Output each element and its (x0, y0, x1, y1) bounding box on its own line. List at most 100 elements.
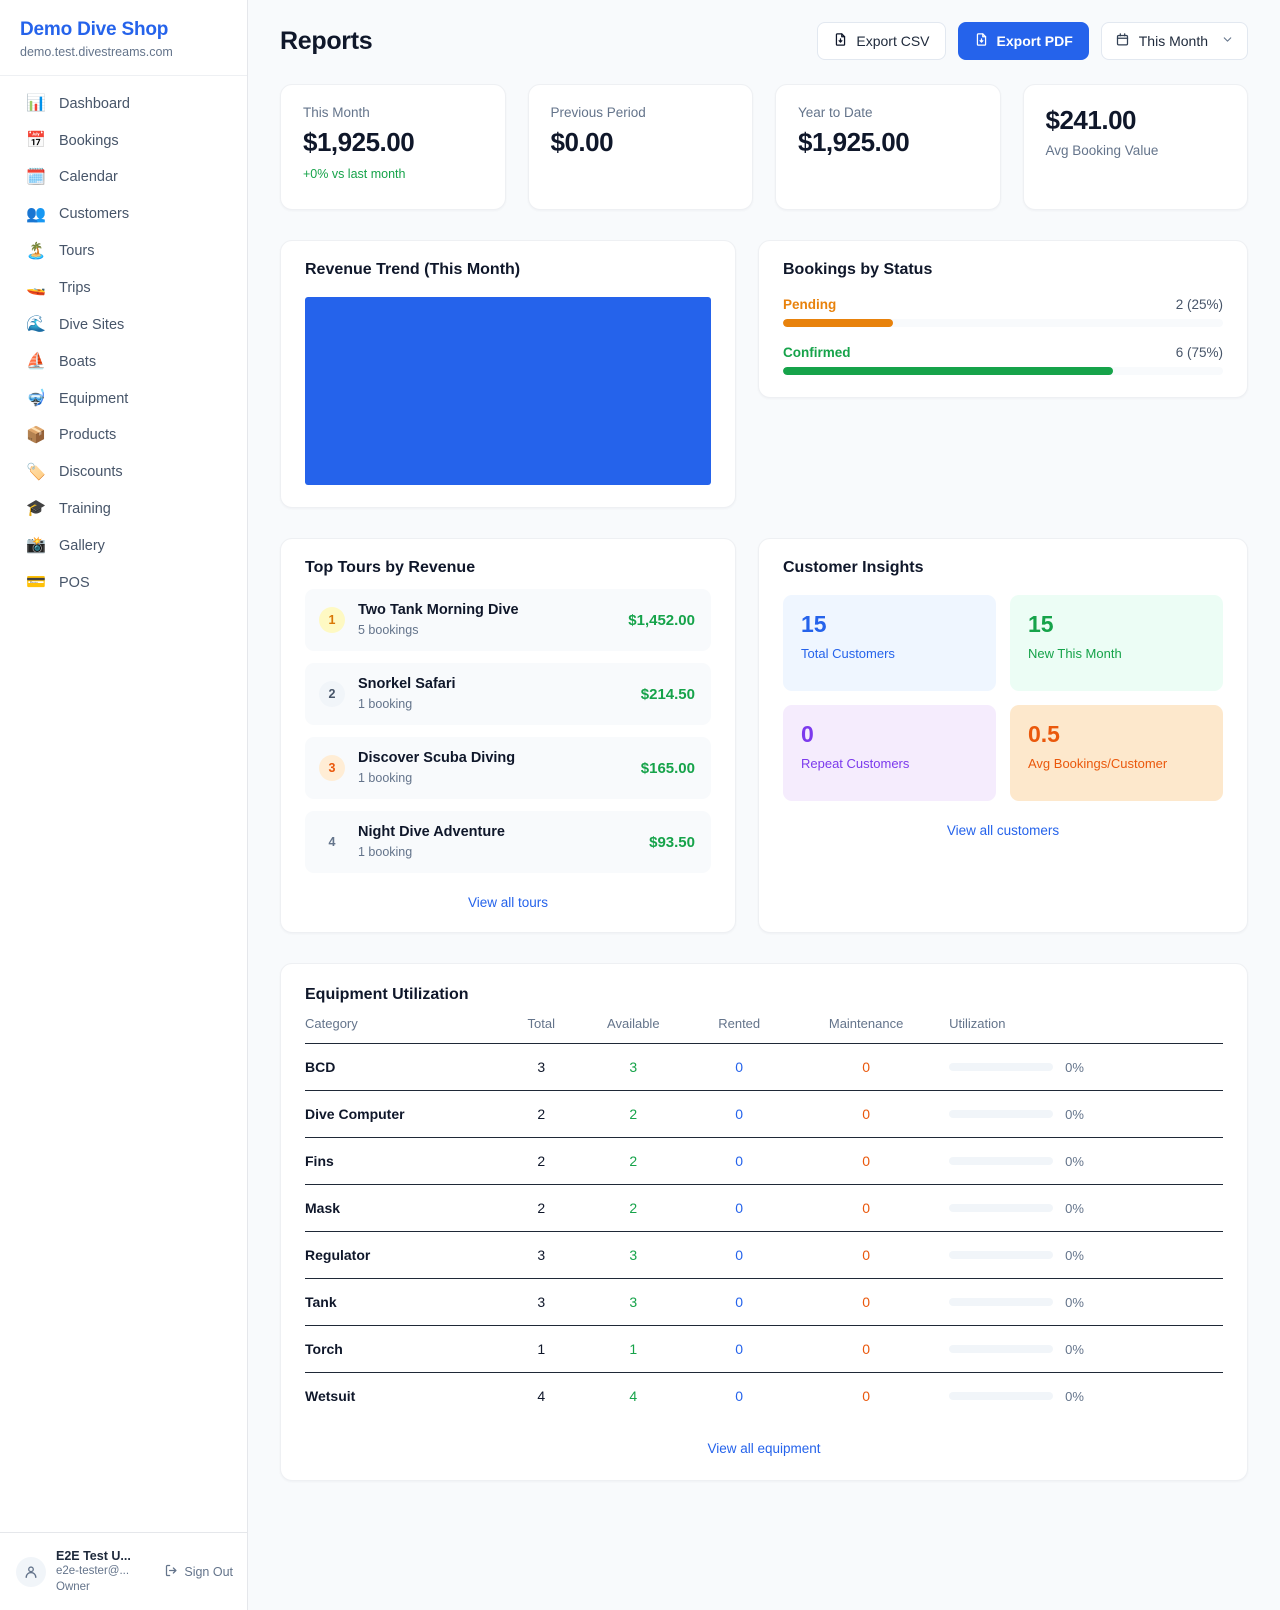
people-icon: 👥 (26, 205, 46, 223)
sidebar-item-equipment[interactable]: 🤿 Equipment (0, 381, 247, 418)
list-item[interactable]: 3 Discover Scuba Diving 1 booking $165.00 (305, 737, 711, 799)
file-download-icon (833, 32, 848, 50)
utilization-wrap: 0% (949, 1060, 1215, 1075)
cell-category: Fins (305, 1137, 512, 1185)
detail-row: Top Tours by Revenue 1 Two Tank Morning D… (280, 538, 1248, 933)
sign-out-button[interactable]: Sign Out (164, 1563, 233, 1581)
cell-rented: 0 (695, 1043, 792, 1091)
view-all-customers-link[interactable]: View all customers (946, 823, 1060, 838)
user-box: E2E Test U... e2e-tester@... Owner Sign … (0, 1532, 247, 1610)
table-row: Regulator 3 3 0 0 0% (305, 1231, 1223, 1279)
package-icon: 📦 (26, 426, 46, 444)
file-download-icon (974, 32, 989, 50)
tour-meta: Two Tank Morning Dive 5 bookings (358, 601, 615, 639)
cell-category: Mask (305, 1184, 512, 1232)
utilization-wrap: 0% (949, 1389, 1215, 1404)
table-row: Fins 2 2 0 0 0% (305, 1137, 1223, 1185)
view-all-equipment-link[interactable]: View all equipment (707, 1441, 821, 1456)
view-all-tours-link[interactable]: View all tours (467, 895, 549, 910)
insight-card: 15 Total Customers (783, 595, 996, 691)
cell-maintenance: 0 (791, 1090, 950, 1138)
cell-total: 4 (511, 1372, 580, 1419)
export-pdf-button[interactable]: Export PDF (957, 22, 1089, 60)
sidebar-item-tours[interactable]: 🏝️ Tours (0, 233, 247, 270)
insight-label: New This Month (1028, 646, 1122, 662)
status-name: Pending (783, 297, 837, 312)
sidebar-item-dashboard[interactable]: 📊 Dashboard (0, 86, 247, 123)
sidebar-item-label: Boats (59, 353, 97, 370)
cell-rented: 0 (695, 1184, 792, 1232)
table-row: Mask 2 2 0 0 0% (305, 1184, 1223, 1232)
list-item[interactable]: 4 Night Dive Adventure 1 booking $93.50 (305, 811, 711, 873)
column-header: Available (607, 1016, 660, 1031)
stat-card: Previous Period $0.00 (527, 84, 753, 210)
sidebar-item-customers[interactable]: 👥 Customers (0, 196, 247, 233)
sidebar-item-pos[interactable]: 💳 POS (0, 565, 247, 602)
brand-domain: demo.test.divestreams.com (20, 44, 173, 59)
cell-maintenance: 0 (791, 1278, 950, 1326)
table-row: Wetsuit 4 4 0 0 0% (305, 1372, 1223, 1419)
sidebar-item-label: Calendar (59, 169, 118, 186)
insight-label: Avg Bookings/Customer (1028, 756, 1168, 772)
cell-utilization: 0% (949, 1278, 1223, 1326)
utilization-percent: 0% (1065, 1200, 1084, 1216)
sidebar-item-boats[interactable]: ⛵ Boats (0, 344, 247, 381)
cell-maintenance: 0 (791, 1137, 950, 1185)
camera-icon: 📸 (26, 537, 46, 555)
cell-available: 2 (579, 1184, 696, 1232)
cell-maintenance: 0 (791, 1043, 950, 1091)
brand-block[interactable]: Demo Dive Shop demo.test.divestreams.com (0, 0, 247, 76)
credit-card-icon: 💳 (26, 574, 46, 592)
tour-name: Night Dive Adventure (358, 823, 505, 840)
utilization-percent: 0% (1065, 1059, 1084, 1075)
export-pdf-label: Export PDF (996, 33, 1073, 49)
tag-icon: 🏷️ (26, 463, 46, 481)
sidebar-item-label: Dashboard (59, 95, 130, 112)
utilization-track (949, 1298, 1054, 1306)
sidebar-item-trips[interactable]: 🚤 Trips (0, 270, 247, 307)
speedboat-icon: 🚤 (26, 279, 46, 297)
stat-value: $0.00 (550, 127, 614, 157)
utilization-percent: 0% (1065, 1153, 1084, 1169)
table-header-row: Category Total Available Rented Maintenance U… (305, 1004, 1223, 1044)
tour-bookings: 1 booking (358, 844, 413, 859)
cell-maintenance: 0 (791, 1325, 950, 1373)
utilization-percent: 0% (1065, 1106, 1084, 1122)
cell-rented: 0 (695, 1372, 792, 1419)
sidebar-item-products[interactable]: 📦 Products (0, 417, 247, 454)
stat-card: This Month $1,925.00 +0% vs last month (280, 84, 506, 210)
equipment-table-head: Category Total Available Rented Maintenance U… (305, 1004, 1223, 1044)
tour-name: Two Tank Morning Dive (358, 601, 519, 618)
sidebar-item-calendar[interactable]: 🗓️ Calendar (0, 159, 247, 196)
cell-maintenance: 0 (791, 1372, 950, 1419)
sidebar-item-label: Gallery (59, 537, 105, 554)
sidebar-item-bookings[interactable]: 📅 Bookings (0, 123, 247, 160)
tour-meta: Discover Scuba Diving 1 booking (358, 749, 628, 787)
status-list: Pending 2 (25%) Confirmed 6 (75%) (783, 297, 1223, 375)
stat-label: Avg Booking Value (1045, 143, 1159, 158)
tour-rank-badge: 2 (319, 681, 345, 707)
list-item[interactable]: 2 Snorkel Safari 1 booking $214.50 (305, 663, 711, 725)
tour-name: Snorkel Safari (358, 675, 456, 692)
sidebar-item-discounts[interactable]: 🏷️ Discounts (0, 454, 247, 491)
utilization-percent: 0% (1065, 1341, 1084, 1357)
cell-utilization: 0% (949, 1090, 1223, 1138)
status-head: Confirmed 6 (75%) (783, 345, 1223, 360)
stat-value: $1,925.00 (798, 127, 910, 157)
sidebar-item-dive-sites[interactable]: 🌊 Dive Sites (0, 307, 247, 344)
cell-total: 3 (511, 1231, 580, 1279)
date-range-select[interactable]: This Month (1100, 22, 1248, 60)
cell-total: 3 (511, 1043, 580, 1091)
utilization-track (949, 1392, 1054, 1400)
list-item[interactable]: 1 Two Tank Morning Dive 5 bookings $1,452.0… (305, 589, 711, 651)
insight-card: 0 Repeat Customers (783, 705, 996, 801)
sidebar-item-training[interactable]: 🎓 Training (0, 491, 247, 528)
sidebar-item-gallery[interactable]: 📸 Gallery (0, 528, 247, 565)
export-csv-button[interactable]: Export CSV (817, 22, 946, 60)
cell-available: 3 (579, 1231, 696, 1279)
utilization-track (949, 1345, 1054, 1353)
sidebar-item-label: Equipment (59, 390, 129, 407)
sidebar-item-label: POS (59, 574, 90, 591)
status-progress-fill (783, 367, 1113, 375)
